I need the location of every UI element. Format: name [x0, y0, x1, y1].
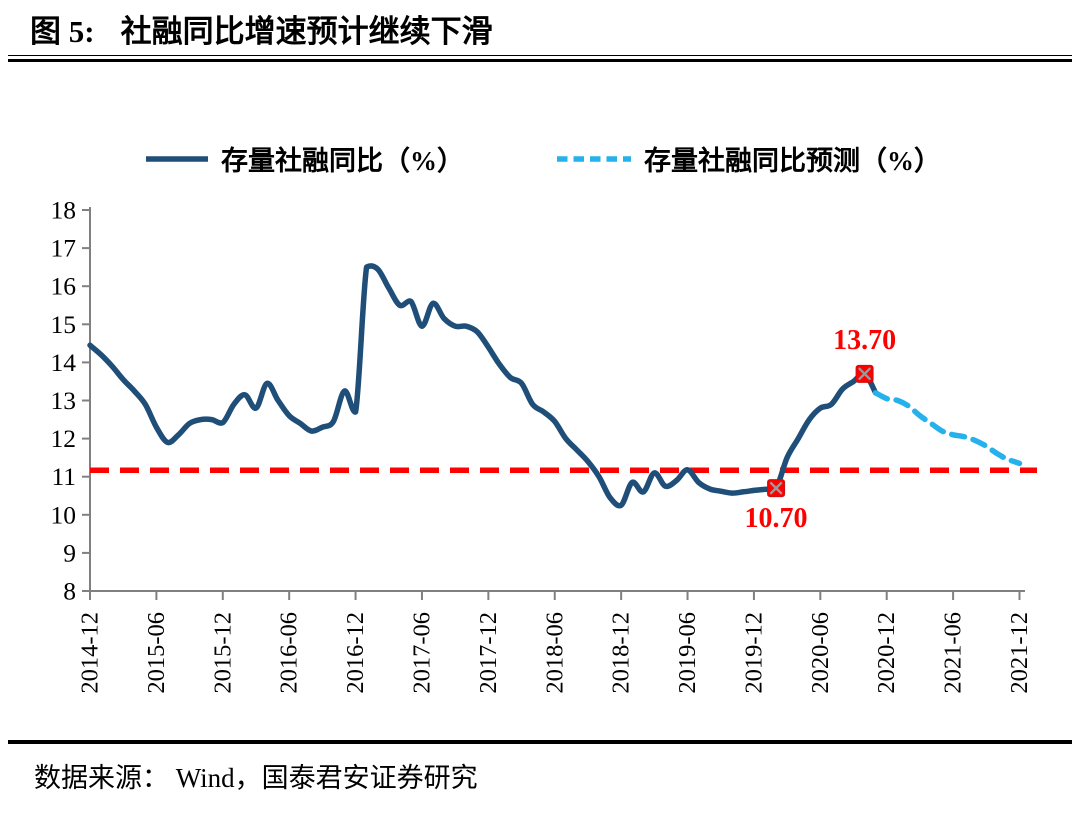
series-forecast-line — [872, 390, 1023, 467]
legend-item-forecast: 存量社融同比预测（%） — [556, 139, 941, 178]
y-tick-label: 18 — [51, 196, 77, 225]
x-tick-label: 2021-06 — [940, 612, 967, 694]
dashed-line-swatch-icon — [557, 155, 631, 162]
y-tick-label: 16 — [51, 272, 77, 301]
x-tick-label: 2015-06 — [143, 612, 170, 694]
legend-label-actual: 存量社融同比（%） — [221, 146, 464, 176]
y-tick-label: 14 — [51, 348, 77, 377]
x-tick-label: 2017-12 — [475, 612, 502, 694]
x-tick-label: 2014-12 — [77, 612, 104, 694]
y-tick-label: 13 — [51, 386, 77, 415]
title-divider — [8, 55, 1072, 62]
legend-item-actual: 存量社融同比（%） — [145, 139, 464, 178]
data-label-high: 13.70 — [833, 324, 897, 356]
chart-legend: 存量社融同比（%） 存量社融同比预测（%） — [145, 139, 941, 178]
x-tick-label: 2017-06 — [408, 612, 435, 694]
x-tick-label: 2020-12 — [873, 612, 900, 694]
x-tick-label: 2019-06 — [674, 612, 701, 694]
x-tick-label: 2020-06 — [807, 612, 834, 694]
x-tick-label: 2018-12 — [608, 612, 635, 694]
y-tick-label: 17 — [51, 234, 77, 263]
solid-line-swatch-icon — [146, 155, 208, 162]
source-note: 数据来源： Wind，国泰君安证券研究 — [34, 763, 478, 793]
marker-x-stroke — [858, 367, 871, 381]
marker-x-stroke — [769, 481, 783, 495]
x-tick-label: 2019-12 — [740, 612, 767, 694]
figure-label: 图 5: — [30, 14, 95, 49]
figure-title: 图 5: 社融同比增速预计继续下滑 — [30, 6, 493, 51]
y-tick-label: 11 — [51, 462, 76, 491]
x-tick-label: 2018-06 — [541, 612, 568, 694]
series-actual-line — [87, 263, 879, 509]
x-tick-label: 2016-12 — [342, 612, 369, 694]
x-tick-label: 2015-12 — [209, 612, 236, 694]
y-tick-label: 15 — [51, 310, 77, 339]
x-tick-label: 2021-12 — [1006, 612, 1033, 694]
y-tick-label: 12 — [51, 424, 77, 453]
y-tick-label: 9 — [63, 538, 76, 567]
figure-heading: 社融同比增速预计继续下滑 — [120, 14, 493, 49]
footer-divider — [8, 740, 1072, 744]
x-tick-label: 2016-06 — [276, 612, 303, 694]
y-tick-label: 10 — [51, 500, 77, 529]
data-label-low: 10.70 — [744, 503, 808, 535]
y-tick-label: 8 — [63, 577, 76, 606]
legend-label-forecast: 存量社融同比预测（%） — [644, 146, 941, 176]
